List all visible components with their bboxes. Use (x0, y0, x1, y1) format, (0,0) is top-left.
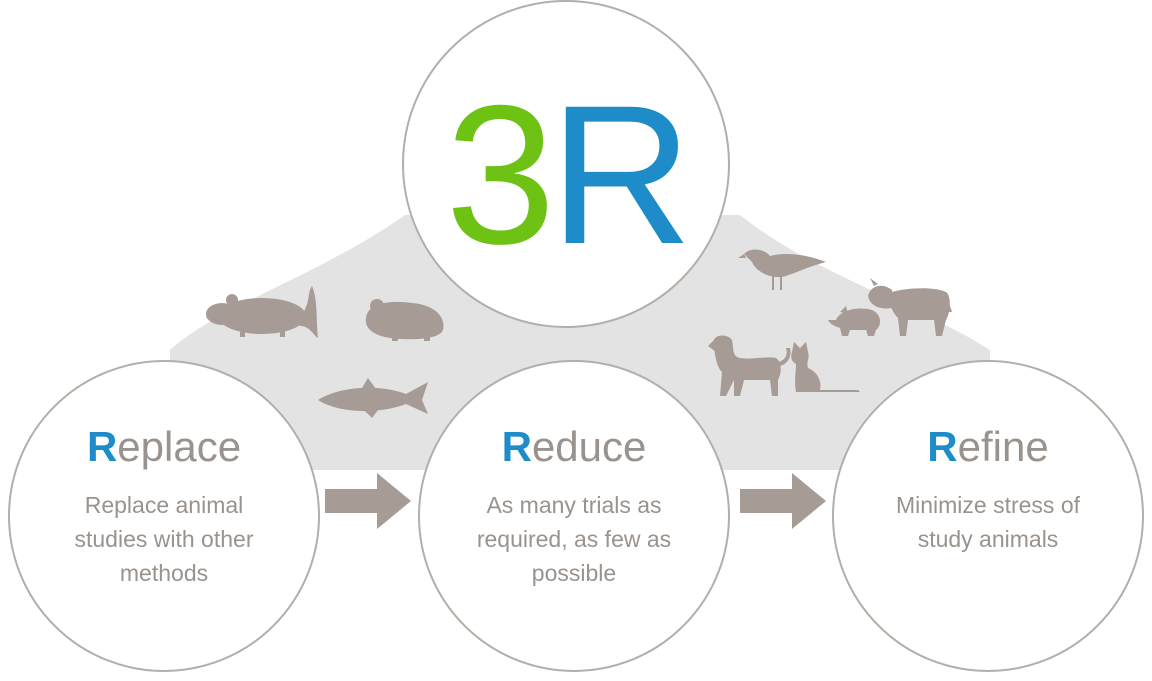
reduce-rest: educe (531, 423, 647, 470)
refine-rest: efine (957, 423, 1049, 470)
guinea-pig-icon (365, 299, 444, 341)
logo-digit: 3 (445, 64, 555, 285)
replace-initial: R (86, 423, 118, 470)
reduce-initial: R (501, 423, 532, 470)
arrow-reduce-to-refine (740, 473, 826, 529)
pig-icon (828, 306, 881, 336)
reduce-title: Reduce (420, 426, 728, 468)
dog-icon (708, 335, 791, 396)
rat-icon (206, 286, 318, 338)
bird-icon (738, 249, 826, 290)
replace-description: Replace animal studies with other method… (74, 492, 254, 586)
refine-title: Refine (834, 426, 1142, 468)
hub-circle: 3R (402, 0, 730, 328)
logo-letter: R (549, 64, 693, 285)
refine-description: Minimize stress of study animals (895, 492, 1081, 552)
cat-icon (791, 342, 860, 392)
fish-icon (318, 378, 428, 418)
circle-replace: Replace Replace animal studies with othe… (8, 360, 320, 672)
reduce-description: As many trials as required, as few as po… (476, 492, 672, 586)
cow-icon (868, 278, 952, 336)
replace-rest: eplace (117, 423, 242, 470)
circle-reduce: Reduce As many trials as required, as fe… (418, 360, 730, 672)
circle-refine: Refine Minimize stress of study animals (832, 360, 1144, 672)
logo-3r: 3R (404, 76, 728, 274)
replace-title: Replace (10, 426, 318, 468)
arrow-replace-to-reduce (325, 473, 411, 529)
refine-initial: R (927, 423, 958, 470)
